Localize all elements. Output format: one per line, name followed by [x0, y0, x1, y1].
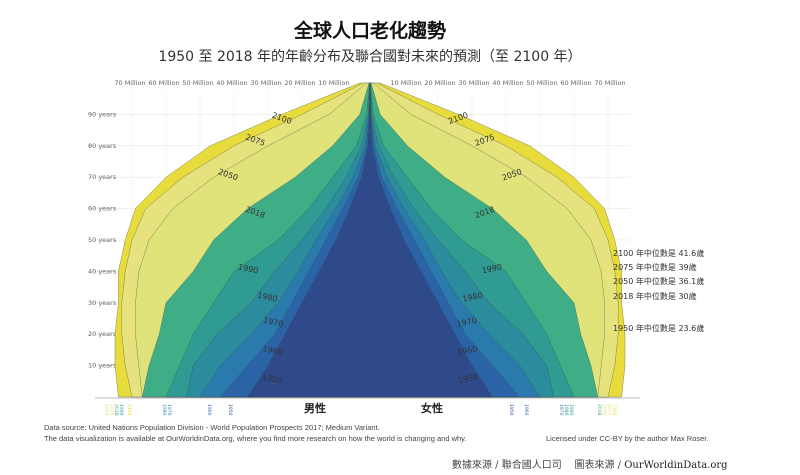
area-1950 — [247, 82, 493, 398]
source-line-1: Data source: United Nations Population D… — [44, 423, 380, 432]
series-label: 1970 — [262, 316, 284, 329]
x-tick-label: 70 Million — [114, 79, 145, 87]
y-tick-label: 90 years — [88, 110, 117, 118]
bottom-year-label: 1990 — [568, 404, 574, 416]
y-tick-label: 60 years — [88, 205, 117, 213]
y-tick-label: 40 years — [88, 267, 117, 275]
series-label: 1950 — [457, 372, 479, 385]
credit-site: OurWorldinData.org — [624, 460, 728, 471]
data-source: Data source: United Nations Population D… — [44, 422, 466, 444]
median-age-annotation: 2075 年中位數是 39歲 — [613, 262, 697, 272]
bottom-year-label: 2018 — [596, 404, 602, 416]
series-label: 1990 — [237, 262, 259, 275]
x-tick-label: 20 Million — [424, 79, 455, 87]
y-tick-label: 20 years — [88, 330, 117, 338]
x-tick-label: 40 Million — [216, 79, 247, 87]
y-tick-label: 70 years — [88, 173, 117, 181]
bottom-year-label: 1980 — [161, 404, 167, 416]
male-label: 男性 — [304, 401, 326, 415]
y-tick-label: 80 years — [88, 142, 117, 150]
median-age-annotation: 2018 年中位數是 30歲 — [613, 291, 697, 301]
x-tick-label: 60 Million — [560, 79, 591, 87]
female-label: 女性 — [421, 401, 443, 415]
bottom-year-label: 2018 — [113, 404, 119, 416]
credit-chart: 圖表來源 / — [574, 460, 625, 471]
bottom-year-label: 2100 — [126, 404, 132, 416]
bottom-year-label: 1950 — [227, 404, 233, 416]
x-tick-label: 10 Million — [390, 79, 421, 87]
x-tick-label: 40 Million — [492, 79, 523, 87]
series-label: 1960 — [262, 344, 284, 357]
x-tick-label: 60 Million — [148, 79, 179, 87]
series-label: 1960 — [457, 344, 479, 357]
bottom-year-label: 1980 — [563, 404, 569, 416]
bottom-year-label: 1970 — [558, 404, 564, 416]
bottom-year-label: 2050 — [103, 404, 109, 416]
bottom-year-label: 2075 — [606, 404, 612, 416]
bottom-year-label: 1990 — [118, 404, 124, 416]
median-age-annotation: 2050 年中位數是 36.1歲 — [613, 276, 704, 286]
bottom-year-label: 1970 — [166, 404, 172, 416]
chart-subtitle: 1950 至 2018 年的年齡分布及聯合國對未來的預測（至 2100 年） — [158, 49, 582, 65]
median-age-annotation: 2100 年中位數是 41.6歲 — [613, 248, 704, 258]
x-tick-label: 20 Million — [284, 79, 315, 87]
credits: 數據來源 / 聯合國人口司 圖表來源 / OurWorldinData.org — [452, 456, 728, 471]
bottom-year-label: 2075 — [108, 404, 114, 416]
x-tick-label: 30 Million — [458, 79, 489, 87]
license-text: Licensed under CC-BY by the author Max R… — [546, 434, 709, 443]
bottom-year-label: 1960 — [523, 404, 529, 416]
median-age-annotation: 1950 年中位數是 23.6歲 — [613, 323, 704, 333]
series-label: 1980 — [257, 291, 279, 304]
x-tick-label: 30 Million — [250, 79, 281, 87]
bottom-year-label: 2050 — [601, 404, 607, 416]
bottom-year-label: 1950 — [508, 404, 514, 416]
series-label: 1970 — [456, 316, 478, 329]
x-tick-label: 10 Million — [318, 79, 349, 87]
series-label: 1990 — [481, 262, 503, 275]
y-tick-label: 10 years — [88, 362, 117, 370]
series-label: 1980 — [462, 291, 484, 304]
series-label: 1950 — [261, 372, 283, 385]
x-tick-label: 50 Million — [182, 79, 213, 87]
credit-data: 數據來源 / 聯合國人口司 — [452, 460, 562, 471]
x-tick-label: 70 Million — [594, 79, 625, 87]
bottom-year-label: 2100 — [611, 404, 617, 416]
source-line-2: The data visualization is available at O… — [44, 434, 467, 443]
bottom-year-label: 1960 — [206, 404, 212, 416]
x-tick-label: 50 Million — [526, 79, 557, 87]
y-tick-label: 30 years — [88, 299, 117, 307]
y-tick-label: 50 years — [88, 236, 117, 244]
chart-title: 全球人口老化趨勢 — [293, 20, 446, 42]
